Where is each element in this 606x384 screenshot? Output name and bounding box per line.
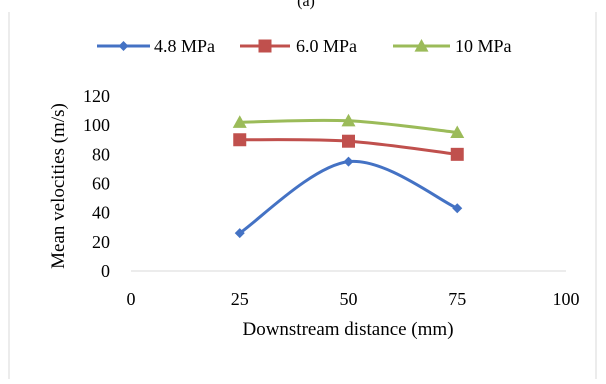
tick-labels: 0 25 50 75 100 0 20 40 60 80 100 120 (83, 86, 580, 309)
legend-label: 10 MPa (455, 36, 512, 56)
y-tick-label: 100 (83, 115, 110, 135)
y-tick-label: 0 (101, 261, 110, 281)
data-point-marker (343, 156, 354, 167)
series-10-mpa (232, 113, 465, 139)
series-line (238, 160, 458, 235)
data-point-marker (232, 115, 247, 128)
series-group (232, 113, 465, 239)
legend-item: 4.8 MPa (97, 36, 215, 56)
x-axis-title: Downstream distance (mm) (242, 319, 453, 340)
legend-label: 6.0 MPa (296, 36, 357, 56)
data-point-marker (342, 134, 355, 148)
legend-label: 4.8 MPa (154, 36, 215, 56)
figure-label: (a) (297, 0, 315, 10)
data-point-marker (233, 133, 247, 147)
y-axis-title: Mean velocities (m/s) (48, 103, 69, 269)
x-tick-label: 0 (127, 289, 136, 309)
data-point-marker (450, 125, 465, 139)
x-tick-label: 50 (340, 289, 358, 309)
legend: 4.8 MPa 6.0 MPa 10 MPa (97, 36, 512, 56)
legend-marker (258, 39, 272, 53)
x-tick-label: 25 (231, 289, 249, 309)
y-tick-label: 120 (83, 86, 110, 106)
y-tick-label: 20 (92, 232, 110, 252)
legend-item: 10 MPa (393, 36, 512, 56)
series-4-8-mpa (234, 156, 463, 239)
data-point-marker (452, 203, 463, 214)
legend-marker (414, 39, 429, 52)
x-tick-label: 100 (553, 289, 580, 309)
data-point-marker (234, 228, 245, 239)
legend-item: 6.0 MPa (240, 36, 357, 56)
y-tick-label: 80 (92, 144, 110, 164)
data-point-marker (450, 147, 464, 161)
y-tick-label: 60 (92, 174, 110, 194)
y-tick-label: 40 (92, 203, 110, 223)
series-6-0-mpa (233, 133, 464, 161)
legend-marker (118, 41, 129, 51)
x-tick-label: 75 (448, 289, 466, 309)
data-point-marker (341, 113, 356, 127)
